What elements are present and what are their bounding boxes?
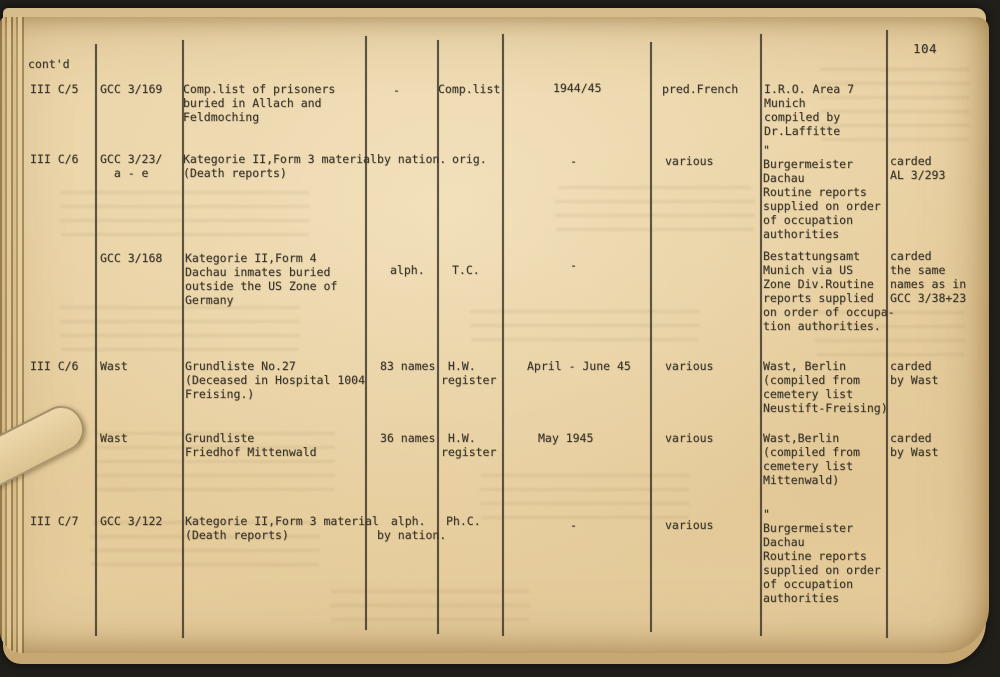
row5-language: various — [665, 431, 714, 445]
row5-description: Grundliste Friedhof Mittenwald — [185, 431, 317, 459]
column-rule — [365, 36, 367, 630]
column-rule — [650, 42, 652, 632]
column-rule — [95, 44, 97, 636]
row6-ref: III C/7 — [30, 514, 79, 528]
row2-ref: III C/6 — [30, 152, 79, 166]
row3-remarks: carded the same names as in GCC 3/38+23 — [890, 249, 967, 305]
row5-date: May 1945 — [538, 431, 594, 445]
row6-source: " Burgermeister Dachau Routine reports s… — [763, 507, 881, 605]
row5-source: Wast,Berlin (compiled from cemetery list… — [763, 431, 860, 487]
row1-date: 1944/45 — [553, 81, 602, 95]
continued-label: cont'd — [28, 57, 70, 71]
page-number: 104 — [913, 41, 938, 56]
bleedthrough-smudge — [60, 185, 310, 240]
row5-type: H.W. register — [441, 431, 497, 459]
row1-series: GCC 3/169 — [100, 82, 163, 96]
column-rule — [886, 30, 888, 638]
row4-quantity: 83 names — [380, 359, 436, 373]
row1-type: Comp.list — [438, 82, 501, 96]
row1-description: Comp.list of prisoners buried in Allach … — [183, 82, 336, 124]
bleedthrough-smudge — [90, 520, 320, 570]
row4-description: Grundliste No.27 (Deceased in Hospital 1… — [185, 359, 366, 401]
book-page-edges — [0, 17, 24, 653]
row1-language: pred.French — [662, 82, 739, 96]
row6-language: various — [665, 518, 714, 532]
row2-description: Kategorie II,Form 3 material (Death repo… — [183, 152, 377, 180]
row4-source: Wast, Berlin (compiled from cemetery lis… — [763, 359, 888, 415]
row5-series: Wast — [100, 431, 128, 445]
row6-quantity: alph. by nation. — [377, 514, 447, 542]
row4-type: H.W. register — [441, 359, 497, 387]
row5-quantity: 36 names — [380, 431, 436, 445]
document-page — [0, 17, 989, 653]
column-rule — [437, 40, 439, 634]
row2-type: orig. — [452, 152, 487, 166]
row3-quantity: alph. — [390, 263, 425, 277]
column-rule — [760, 34, 762, 636]
bleedthrough-smudge — [815, 300, 965, 360]
row3-source: Bestattungsamt Munich via US Zone Div.Ro… — [763, 249, 895, 333]
column-rule — [502, 34, 504, 636]
row1-ref: III C/5 — [30, 82, 79, 96]
row6-date: - — [570, 518, 577, 532]
bleedthrough-smudge — [60, 295, 300, 355]
row2-language: various — [665, 154, 714, 168]
row6-type: Ph.C. — [446, 514, 481, 528]
column-rule — [182, 40, 184, 638]
row4-date: April - June 45 — [527, 359, 631, 373]
row3-series: GCC 3/168 — [100, 251, 163, 265]
row2-source: " Burgermeister Dachau Routine reports s… — [763, 143, 881, 241]
bleedthrough-smudge — [330, 585, 530, 625]
row4-language: various — [665, 359, 714, 373]
row3-type: T.C. — [452, 263, 480, 277]
row4-ref: III C/6 — [30, 359, 79, 373]
row3-date: - — [570, 258, 577, 272]
row4-series: Wast — [100, 359, 128, 373]
row2-series: GCC 3/23/ a - e — [100, 152, 163, 180]
row2-date: - — [570, 154, 577, 168]
row3-description: Kategorie II,Form 4 Dachau inmates burie… — [185, 251, 338, 307]
row5-remarks: carded by Wast — [890, 431, 939, 459]
row1-quantity: - — [393, 83, 400, 97]
bleedthrough-smudge — [480, 468, 690, 523]
row4-remarks: carded by Wast — [890, 359, 939, 387]
bleedthrough-smudge — [95, 425, 335, 495]
row1-source: I.R.O. Area 7 Munich compiled by Dr.Laff… — [764, 82, 855, 138]
row2-remarks: carded AL 3/293 — [890, 154, 946, 182]
row6-series: GCC 3/122 — [100, 514, 163, 528]
bleedthrough-smudge — [820, 60, 970, 145]
row2-quantity: by nation. — [377, 152, 447, 166]
bleedthrough-smudge — [555, 185, 755, 235]
row6-description: Kategorie II,Form 3 material (Death repo… — [185, 514, 379, 542]
bleedthrough-smudge — [470, 300, 700, 345]
